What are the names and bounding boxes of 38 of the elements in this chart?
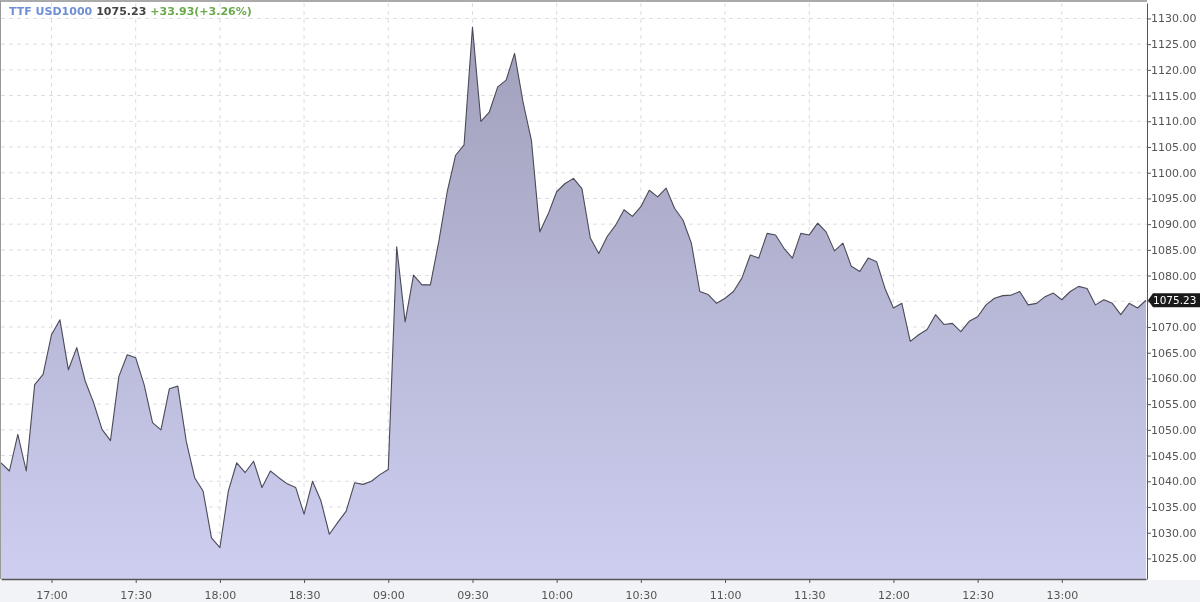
- y-tick-label: 1030.00: [1151, 526, 1197, 540]
- y-tick-label: 1070.00: [1151, 321, 1197, 335]
- x-tick-label: 11:30: [793, 589, 826, 602]
- x-tick-label: 17:30: [120, 589, 153, 602]
- y-tick-label: 1095.00: [1151, 192, 1197, 206]
- x-tick-label: 09:00: [372, 589, 405, 602]
- y-tick-label: 1050.00: [1151, 423, 1197, 437]
- y-tick-label: 1105.00: [1151, 141, 1197, 155]
- y-tick-label: 1065.00: [1151, 346, 1197, 360]
- annotation: +33.93(+3.26%): [150, 5, 252, 18]
- x-tick-label: 17:00: [36, 589, 68, 602]
- y-tick-label: 1130.00: [1151, 12, 1197, 26]
- x-tick-label: 09:30: [457, 589, 489, 602]
- y-tick-label: 1085.00: [1151, 243, 1197, 257]
- y-tick-label: 1120.00: [1151, 63, 1197, 77]
- chart-title: TTF USD1000: [9, 5, 93, 18]
- x-tick-label: 12:00: [878, 589, 910, 602]
- x-tick-label: 13:00: [1046, 589, 1079, 602]
- x-tick-label: 18:00: [204, 589, 237, 602]
- y-tick-label: 1100.00: [1151, 166, 1197, 180]
- x-tick-label: 10:00: [541, 589, 574, 602]
- y-tick-label: 1035.00: [1151, 501, 1197, 515]
- y-tick-label: 1060.00: [1151, 372, 1197, 386]
- y-tick-label: 1045.00: [1151, 449, 1197, 463]
- y-tick-label: 1040.00: [1151, 475, 1197, 489]
- x-tick-label: 10:30: [625, 589, 658, 602]
- x-tick-label: 11:00: [709, 589, 742, 602]
- y-tick-label: 1025.00: [1151, 552, 1197, 566]
- y-tick-label: 1125.00: [1151, 38, 1197, 52]
- y-tick-label: 1110.00: [1151, 115, 1197, 129]
- y-tick-label: 1090.00: [1151, 218, 1197, 232]
- text: 1075.23: [1153, 294, 1197, 307]
- y-tick-label: 1080.00: [1151, 269, 1197, 283]
- x-tick-label: 18:30: [288, 589, 321, 602]
- chart-subtitle: 1075.23: [96, 5, 147, 18]
- x-tick-label: 12:30: [962, 589, 994, 602]
- y-tick-label: 1055.00: [1151, 398, 1197, 412]
- y-tick-label: 1115.00: [1151, 89, 1197, 103]
